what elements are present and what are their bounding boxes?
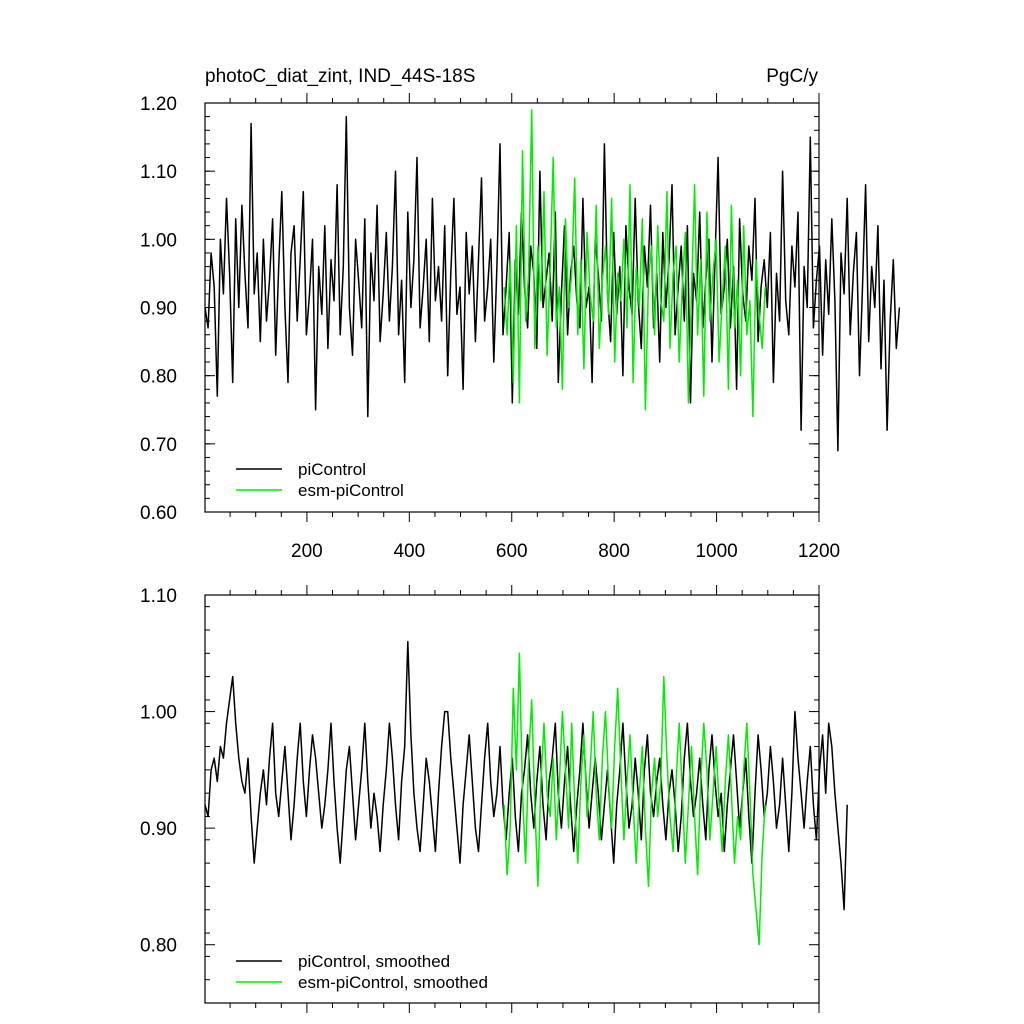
y-tick-label: 0.80: [140, 936, 177, 957]
y-tick-label: 0.70: [140, 435, 177, 456]
y-tick-label: 0.80: [140, 367, 177, 388]
y-tick-label: 1.00: [140, 703, 177, 724]
y-tick-label: 0.60: [140, 503, 177, 524]
x-tick-label: 800: [598, 541, 630, 562]
series-line-esm-picontrol-smoothed: [503, 652, 766, 946]
bottom-plot-frame: [204, 594, 820, 1004]
top-plot-frame: [204, 102, 820, 513]
x-tick-label: 400: [393, 541, 425, 562]
legend-label-esm-picontrol: esm-piControl: [298, 481, 404, 500]
legend-label-picontrol: piControl: [298, 460, 366, 479]
series-line-esm-picontrol: [503, 109, 766, 418]
y-tick-label: 1.00: [140, 230, 177, 251]
x-tick-label: 600: [496, 541, 528, 562]
series-line-picontrol-smoothed: [204, 640, 848, 911]
legend-label-picontrol-smoothed: piControl, smoothed: [298, 952, 450, 971]
top-chart-panel: photoC_diat_zint, IND_44S-18S PgC/y 0.60…: [140, 66, 901, 562]
y-tick-label: 0.90: [140, 819, 177, 840]
y-tick-label: 1.10: [140, 162, 177, 183]
chart-title: photoC_diat_zint, IND_44S-18S: [205, 66, 475, 87]
y-tick-label: 1.20: [140, 94, 177, 115]
y-tick-label: 0.90: [140, 299, 177, 320]
chart-units: PgC/y: [766, 66, 818, 87]
series-line-picontrol: [204, 115, 901, 452]
x-tick-label: 1000: [695, 541, 737, 562]
legend-label-esm-picontrol-smoothed: esm-piControl, smoothed: [298, 973, 488, 992]
x-tick-label: 1200: [798, 541, 840, 562]
y-tick-label: 1.10: [140, 586, 177, 607]
top-legend: piControl esm-piControl: [236, 460, 404, 500]
x-tick-label: 200: [291, 541, 323, 562]
bottom-legend: piControl, smoothed esm-piControl, smoot…: [236, 952, 488, 992]
bottom-chart-panel: 0.80 0.90 1.00 1.10 piControl, smoothed esm…: [140, 585, 848, 1013]
